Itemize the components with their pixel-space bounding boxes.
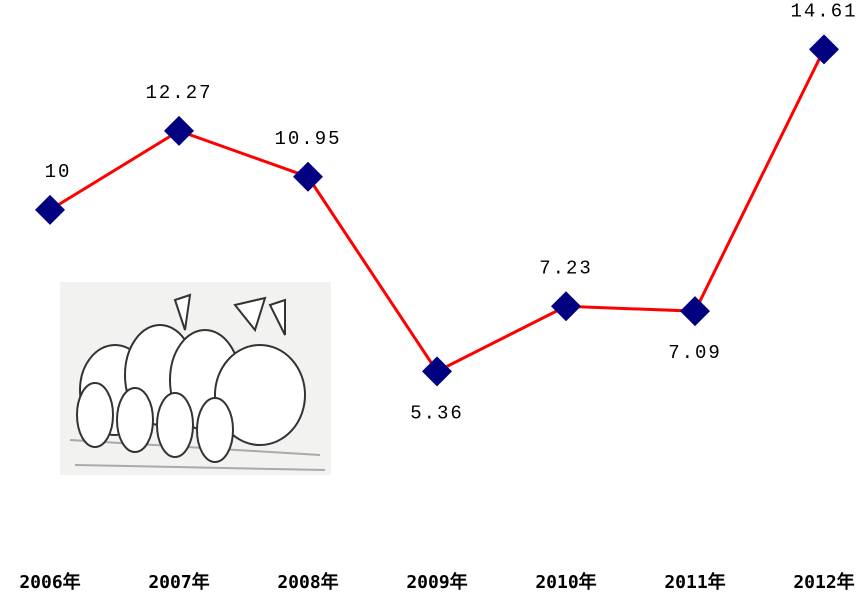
x-tick-label: 2010年 bbox=[535, 571, 596, 593]
data-label: 10 bbox=[45, 161, 72, 183]
data-label: 7.09 bbox=[668, 342, 722, 364]
data-label: 7.23 bbox=[539, 257, 593, 279]
marker bbox=[35, 195, 65, 225]
marker bbox=[680, 296, 710, 326]
data-label: 5.36 bbox=[410, 402, 464, 424]
x-tick-label: 2006年 bbox=[19, 571, 80, 593]
data-label: 10.95 bbox=[274, 128, 341, 150]
data-label: 14.61 bbox=[790, 0, 857, 22]
marker bbox=[551, 291, 581, 321]
illustration bbox=[60, 282, 331, 475]
x-tick-label: 2011年 bbox=[664, 571, 725, 593]
x-tick-label: 2009年 bbox=[406, 571, 467, 593]
marker bbox=[809, 34, 839, 64]
chart: 2006年 2007年 2008年 2009年 2010年 2011年 2012年 10 12.… bbox=[0, 0, 867, 598]
marker bbox=[293, 162, 323, 192]
x-tick-label: 2008年 bbox=[277, 571, 338, 593]
x-tick-label: 2012年 bbox=[793, 571, 854, 593]
data-label: 12.27 bbox=[145, 82, 212, 104]
page: 2006年 2007年 2008年 2009年 2010年 2011年 2012年 10 12.… bbox=[0, 0, 867, 598]
marker bbox=[164, 116, 194, 146]
marker bbox=[422, 356, 452, 386]
x-tick-label: 2007年 bbox=[148, 571, 209, 593]
